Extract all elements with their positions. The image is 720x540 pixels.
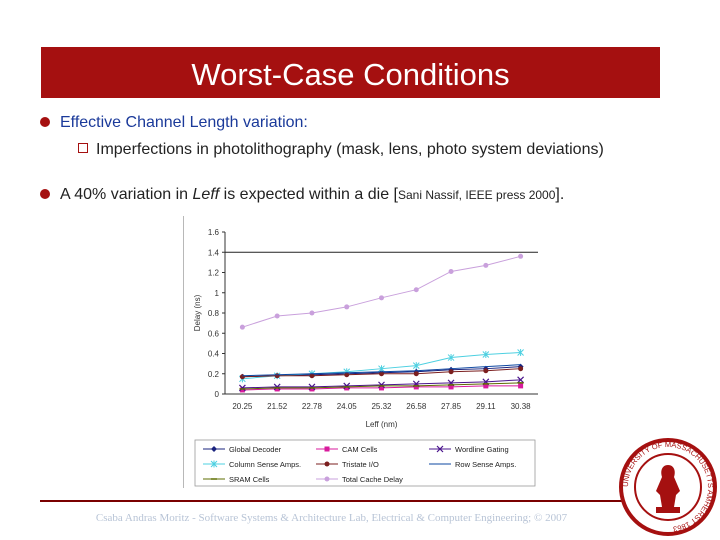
bullet-dot-icon bbox=[40, 117, 50, 127]
legend-label-sram-cells: SRAM Cells bbox=[229, 475, 270, 484]
bullet-1-text: Effective Channel Length variation: bbox=[60, 114, 308, 131]
data-point-cam-cells bbox=[239, 387, 245, 393]
data-point-cam-cells bbox=[413, 384, 419, 390]
bullet-2-text-c: ]. bbox=[555, 186, 565, 203]
x-tick-label: 26.58 bbox=[406, 402, 427, 411]
data-point-tristate-i-o bbox=[309, 373, 315, 379]
data-point-cam-cells bbox=[483, 383, 489, 389]
data-point-column-sense-amps bbox=[482, 351, 490, 359]
university-seal: UNIVERSITY OF MASSACHUSETTS AMHERST 1863 bbox=[619, 438, 717, 536]
bullet-2-text-a: A 40% variation in bbox=[60, 186, 193, 203]
x-axis-label: Leff (nm) bbox=[366, 420, 398, 429]
legend-label-global-decoder: Global Decoder bbox=[229, 445, 282, 454]
bullet-leff-variation: A 40% variation in Leff is expected with… bbox=[40, 186, 565, 204]
x-tick-label: 20.25 bbox=[232, 402, 253, 411]
series-line-row-sense-amps bbox=[242, 364, 521, 377]
hollow-square-bullet-icon bbox=[78, 143, 88, 153]
data-point-total-cache-delay bbox=[309, 310, 315, 316]
y-tick-label: 0.4 bbox=[208, 350, 220, 359]
data-point-total-cache-delay bbox=[413, 287, 419, 293]
footer-credit: Csaba Andras Moritz - Software Systems &… bbox=[95, 512, 568, 524]
data-point-cam-cells bbox=[344, 385, 350, 391]
legend-marker-tristate-i-o bbox=[324, 461, 330, 467]
citation: Sani Nassif, IEEE press 2000 bbox=[397, 188, 556, 202]
y-tick-label: 1.6 bbox=[208, 228, 220, 237]
legend-label-column-sense-amps: Column Sense Amps. bbox=[229, 460, 301, 469]
data-point-tristate-i-o bbox=[413, 371, 419, 377]
data-point-wordline-gating bbox=[343, 382, 351, 390]
legend-marker-cam-cells bbox=[324, 446, 330, 452]
data-point-column-sense-amps bbox=[517, 348, 524, 356]
data-point-wordline-gating bbox=[238, 384, 246, 392]
data-point-tristate-i-o bbox=[344, 372, 350, 378]
slide-title: Worst-Case Conditions bbox=[191, 57, 510, 92]
x-tick-label: 22.78 bbox=[302, 402, 323, 411]
y-tick-label: 0.8 bbox=[208, 309, 220, 318]
data-point-tristate-i-o bbox=[483, 368, 489, 374]
y-tick-label: 1.2 bbox=[208, 269, 220, 278]
data-point-cam-cells bbox=[274, 386, 280, 392]
legend-label-tristate-i-o: Tristate I/O bbox=[342, 460, 379, 469]
data-point-cam-cells bbox=[309, 386, 315, 392]
data-point-total-cache-delay bbox=[239, 324, 245, 330]
y-tick-label: 0 bbox=[215, 390, 220, 399]
data-point-column-sense-amps bbox=[447, 354, 455, 362]
legend-box bbox=[194, 439, 536, 487]
data-point-cam-cells bbox=[448, 384, 454, 390]
series-line-total-cache-delay bbox=[242, 255, 521, 328]
legend-label-wordline-gating: Wordline Gating bbox=[455, 445, 509, 454]
data-point-tristate-i-o bbox=[379, 371, 384, 377]
legend-label-total-cache-delay: Total Cache Delay bbox=[342, 475, 403, 484]
sub-bullet-imperfections: Imperfections in photolithography (mask,… bbox=[78, 140, 616, 160]
x-tick-label: 29.11 bbox=[476, 402, 496, 411]
data-point-wordline-gating bbox=[517, 376, 525, 384]
y-tick-label: 1.4 bbox=[208, 248, 220, 257]
bullet-2-text-b: is expected within a die [ bbox=[219, 186, 398, 203]
data-point-tristate-i-o bbox=[518, 366, 524, 372]
data-point-wordline-gating bbox=[273, 383, 281, 391]
x-tick-label: 30.38 bbox=[511, 402, 532, 411]
legend-label-row-sense-amps: Row Sense Amps. bbox=[455, 460, 516, 469]
y-tick-label: 0.6 bbox=[208, 329, 220, 338]
leff-term: Leff bbox=[192, 186, 220, 203]
data-point-tristate-i-o bbox=[274, 373, 280, 379]
delay-chart: 0 0.2 0.4 0.6 0.8 1 1.2 1.4 1.6 20.25 21.52 22.78 24… bbox=[183, 216, 548, 488]
x-tick-label: 27.85 bbox=[441, 402, 462, 411]
delay-vs-leff-chart: 0 0.2 0.4 0.6 0.8 1 1.2 1.4 1.6 20.25 21.52 22.78 24… bbox=[193, 228, 538, 487]
footer-rule bbox=[40, 500, 623, 502]
chart-left-border bbox=[183, 216, 184, 488]
bullet-dot-icon bbox=[40, 189, 50, 199]
legend-marker-wordline-gating bbox=[436, 445, 444, 453]
sub-bullet-text: Imperfections in photolithography (mask,… bbox=[96, 141, 604, 158]
data-point-total-cache-delay bbox=[379, 295, 384, 301]
y-tick-label: 0.2 bbox=[208, 370, 220, 379]
legend-marker-column-sense-amps bbox=[210, 460, 218, 468]
y-tick-label: 1 bbox=[215, 289, 220, 298]
data-point-total-cache-delay bbox=[344, 304, 350, 310]
legend-marker-global-decoder bbox=[211, 446, 217, 452]
data-point-total-cache-delay bbox=[483, 262, 489, 268]
bullet-channel-length: Effective Channel Length variation: bbox=[40, 114, 308, 132]
data-point-total-cache-delay bbox=[448, 268, 454, 274]
legend-marker-total-cache-delay bbox=[324, 476, 330, 482]
title-bar: Worst-Case Conditions bbox=[41, 47, 660, 98]
data-point-wordline-gating bbox=[308, 383, 316, 391]
x-tick-label: 21.52 bbox=[267, 402, 288, 411]
x-tick-label: 24.05 bbox=[337, 402, 358, 411]
x-tick-label: 25.32 bbox=[371, 402, 392, 411]
data-point-total-cache-delay bbox=[518, 253, 524, 259]
y-axis-label: Delay (ns) bbox=[193, 294, 202, 331]
data-point-cam-cells bbox=[379, 385, 384, 391]
data-point-column-sense-amps bbox=[378, 365, 385, 373]
data-point-column-sense-amps bbox=[412, 362, 420, 370]
data-point-wordline-gating bbox=[378, 381, 385, 389]
data-point-cam-cells bbox=[518, 383, 524, 389]
data-point-total-cache-delay bbox=[274, 313, 280, 319]
data-point-tristate-i-o bbox=[448, 369, 454, 375]
legend-label-cam-cells: CAM Cells bbox=[342, 445, 378, 454]
data-point-tristate-i-o bbox=[239, 374, 245, 380]
